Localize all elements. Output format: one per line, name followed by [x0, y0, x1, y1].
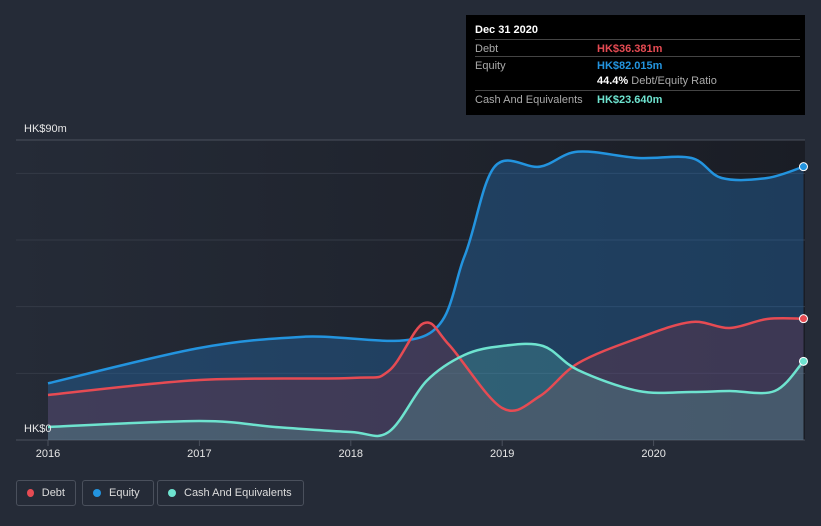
- tooltip-debt-row: Debt HK$36.381m: [475, 39, 800, 57]
- x-tick-label: 2020: [641, 448, 665, 460]
- cash-line: [47, 342, 805, 438]
- equity-end-marker[interactable]: [798, 162, 808, 172]
- equity-area: [48, 151, 804, 440]
- tooltip-cash-row: Cash And Equivalents HK$23.640m: [475, 90, 800, 108]
- legend-equity[interactable]: Equity: [82, 480, 154, 506]
- cash-area: [48, 343, 804, 440]
- legend-cash-label: Cash And Equivalents: [184, 487, 292, 499]
- debt-label: Debt: [475, 43, 499, 55]
- ratio-value: 44.4%: [597, 75, 629, 87]
- debt-dot-icon: [27, 489, 34, 497]
- x-tick-label: 2019: [490, 448, 514, 460]
- debt-value: HK$36.381m: [597, 43, 663, 55]
- legend-debt-label: Debt: [41, 487, 65, 499]
- ratio-label: Debt/Equity Ratio: [631, 75, 717, 87]
- legend-cash[interactable]: Cash And Equivalents: [157, 480, 304, 506]
- equity-label: Equity: [475, 60, 506, 72]
- tooltip-equity-row: Equity HK$82.015m: [475, 56, 800, 74]
- cash-label: Cash And Equivalents: [475, 94, 583, 106]
- debt-line: [47, 316, 804, 413]
- x-tick-label: 2016: [36, 448, 60, 460]
- x-tick-label: 2018: [339, 448, 363, 460]
- cash-end-marker[interactable]: [798, 356, 808, 366]
- debt-area: [48, 318, 804, 440]
- cash-value: HK$23.640m: [597, 94, 663, 106]
- equity-line: [47, 150, 804, 385]
- plot-background: [16, 140, 805, 440]
- equity-dot-icon: [93, 489, 101, 497]
- equity-value: HK$82.015m: [597, 60, 663, 72]
- debt-end-marker[interactable]: [798, 314, 808, 324]
- x-tick-label: 2017: [187, 448, 211, 460]
- legend-debt[interactable]: Debt: [16, 480, 76, 506]
- y-label-top: HK$90m: [24, 123, 67, 135]
- ratio: 44.4% Debt/Equity Ratio: [597, 75, 717, 87]
- tooltip: Dec 31 2020 Debt HK$36.381m Equity HK$82.0…: [466, 15, 805, 115]
- y-label-bottom: HK$0: [24, 423, 52, 435]
- legend-equity-label: Equity: [109, 487, 140, 499]
- cash-dot-icon: [168, 489, 176, 497]
- tooltip-date: Dec 31 2020: [475, 24, 538, 36]
